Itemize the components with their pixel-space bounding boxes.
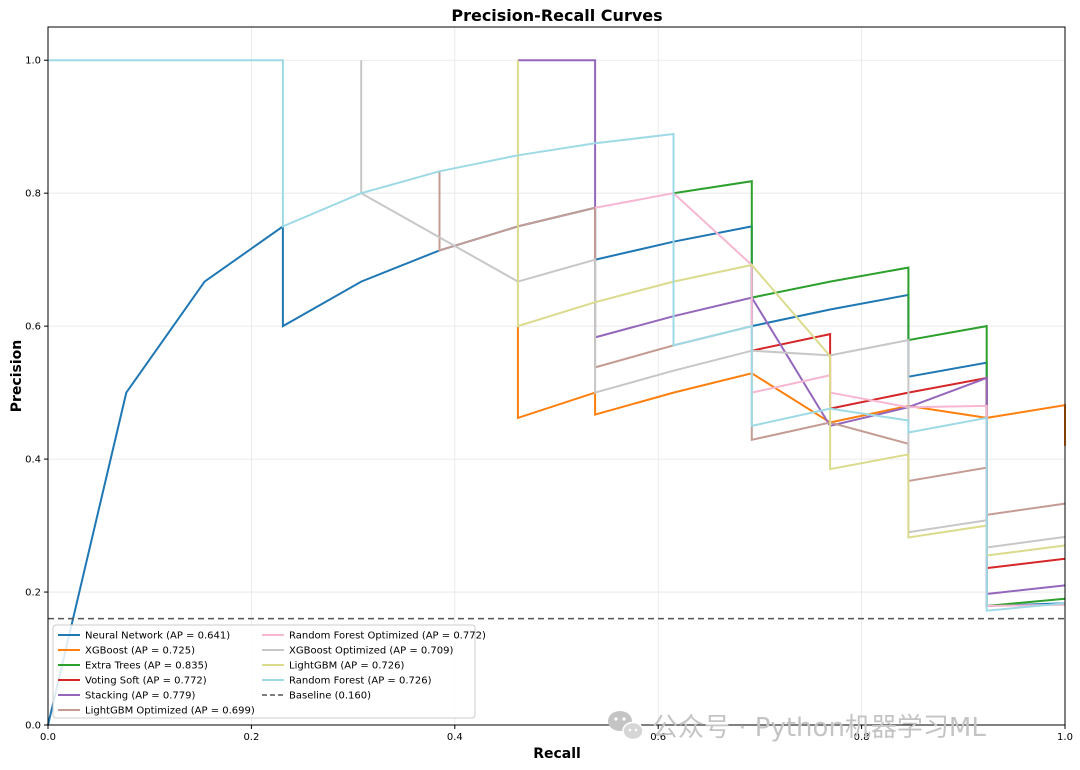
y-tick-label: 0.0 (25, 721, 41, 732)
x-axis-label: Recall (533, 746, 581, 762)
watermark-text: 公众号 · Python机器学习ML (652, 713, 986, 743)
chart-title: Precision-Recall Curves (451, 6, 662, 25)
wechat-icon (608, 711, 644, 741)
legend-label-10: Baseline (0.160) (289, 691, 371, 702)
plot-frame (47, 26, 1066, 726)
legend: Neural Network (AP = 0.641) XGBoost (AP =… (52, 624, 486, 719)
y-tick-label: 1.0 (25, 56, 41, 67)
x-tick-label: 0.0 (40, 732, 56, 743)
series-line-9 (48, 59, 1066, 612)
y-tick-label: 0.4 (25, 455, 41, 466)
x-tick-label: 0.2 (243, 732, 259, 743)
y-axis-label: Precision (9, 340, 25, 412)
legend-label-7: XGBoost Optimized (AP = 0.709) (289, 646, 454, 657)
x-tick-label: 0.4 (447, 732, 463, 743)
legend-label-0: Neural Network (AP = 0.641) (85, 631, 230, 642)
watermark: 公众号 · Python机器学习ML (608, 711, 986, 743)
y-tick-label: 0.6 (25, 322, 41, 333)
legend-label-4: Stacking (AP = 0.779) (85, 691, 195, 702)
legend-label-9: Random Forest (AP = 0.726) (289, 676, 432, 687)
y-tick-label: 0.2 (25, 588, 41, 599)
legend-label-8: LightGBM (AP = 0.726) (289, 661, 405, 672)
legend-label-1: XGBoost (AP = 0.725) (85, 646, 195, 657)
y-tick-label: 0.8 (25, 189, 41, 200)
x-axis-ticks: 0.0 0.2 0.4 0.6 0.8 1.0 (40, 725, 1073, 743)
x-tick-label: 0.6 (650, 732, 666, 743)
legend-label-6: Random Forest Optimized (AP = 0.772) (289, 631, 486, 642)
grid-lines (47, 27, 1066, 726)
legend-label-3: Voting Soft (AP = 0.772) (85, 676, 207, 687)
x-tick-label: 0.8 (854, 732, 870, 743)
plot-series (47, 59, 1066, 726)
legend-box (52, 624, 476, 719)
x-tick-label: 1.0 (1057, 732, 1073, 743)
y-axis-ticks: 0.0 0.2 0.4 0.6 0.8 1.0 (25, 56, 48, 732)
legend-label-5: LightGBM Optimized (AP = 0.699) (85, 706, 255, 717)
legend-label-2: Extra Trees (AP = 0.835) (85, 661, 208, 672)
